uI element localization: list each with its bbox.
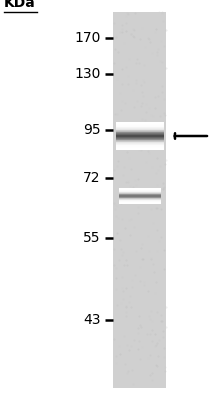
Text: A: A	[135, 0, 145, 2]
Bar	[116, 137, 164, 138]
Bar	[116, 131, 164, 132]
Text: 170: 170	[74, 31, 101, 45]
Bar	[116, 130, 164, 131]
Bar	[116, 140, 164, 141]
Bar	[119, 191, 161, 192]
Bar	[113, 12, 166, 388]
Bar	[116, 134, 164, 135]
Bar	[119, 198, 161, 199]
Text: 95: 95	[83, 123, 101, 137]
Bar	[119, 193, 161, 194]
Bar	[119, 192, 161, 193]
Bar	[116, 145, 164, 146]
Bar	[116, 135, 164, 136]
Bar	[116, 142, 164, 143]
Text: 43: 43	[83, 313, 101, 327]
Bar	[116, 148, 164, 149]
Bar	[116, 124, 164, 125]
Bar	[116, 136, 164, 137]
Text: 72: 72	[83, 171, 101, 185]
Bar	[116, 138, 164, 139]
Bar	[116, 126, 164, 127]
Bar	[119, 196, 161, 197]
Bar	[116, 139, 164, 140]
Bar	[119, 190, 161, 191]
Bar	[116, 149, 164, 150]
Bar	[116, 147, 164, 148]
Bar	[116, 122, 164, 123]
Bar	[116, 144, 164, 145]
Bar	[116, 125, 164, 126]
Bar	[116, 143, 164, 144]
Bar	[119, 188, 161, 189]
Bar	[116, 128, 164, 129]
Bar	[119, 201, 161, 202]
Bar	[119, 194, 161, 195]
Text: 55: 55	[83, 231, 101, 245]
Bar	[119, 189, 161, 190]
Bar	[119, 195, 161, 196]
Bar	[119, 199, 161, 200]
Bar	[119, 202, 161, 203]
Bar	[116, 132, 164, 133]
Text: 130: 130	[74, 67, 101, 81]
Text: KDa: KDa	[4, 0, 36, 10]
Bar	[116, 146, 164, 147]
Bar	[116, 133, 164, 134]
Bar	[116, 127, 164, 128]
Bar	[116, 123, 164, 124]
Bar	[119, 200, 161, 201]
Bar	[119, 197, 161, 198]
Bar	[116, 141, 164, 142]
Bar	[116, 129, 164, 130]
